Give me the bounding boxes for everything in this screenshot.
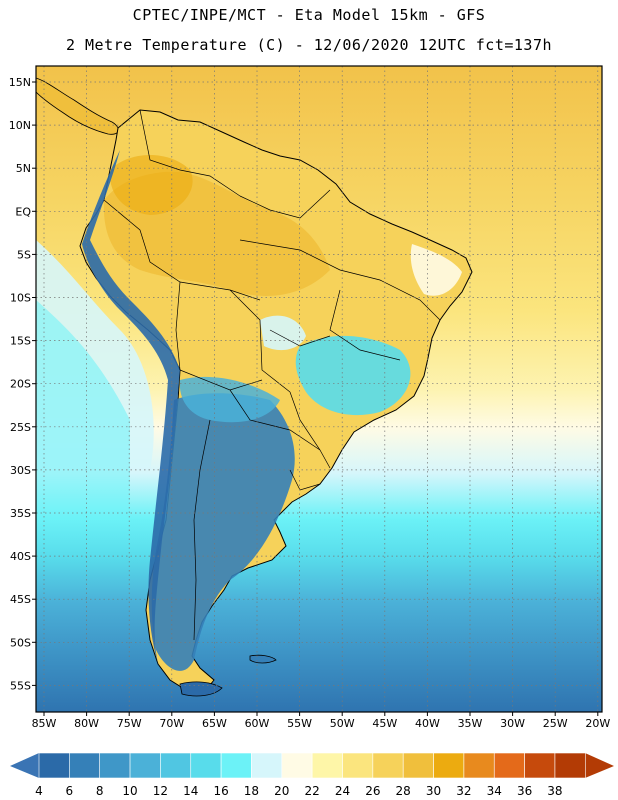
- colorbar-swatch: [99, 752, 131, 779]
- colorbar-label: 6: [66, 784, 74, 798]
- longitude-labels: 85W 80W 75W 70W 65W 60W 55W 50W 45W 40W 35W 30W 25W 2…: [32, 717, 611, 730]
- lon-label-20w: 20W: [585, 717, 610, 730]
- colorbar-max-arrow: [585, 753, 614, 778]
- central-plateau-mild-area: [260, 315, 306, 351]
- lon-label-45w: 45W: [372, 717, 397, 730]
- colorbar-swatch: [38, 752, 70, 779]
- colorbar-swatch: [190, 752, 222, 779]
- lat-label-5s: 5S: [17, 248, 31, 261]
- colorbar-swatch: [220, 752, 252, 779]
- colorbar-label: 14: [183, 784, 198, 798]
- colorbar-swatch: [160, 752, 192, 779]
- colorbar-label: 22: [305, 784, 320, 798]
- lat-label-50s: 50S: [10, 636, 31, 649]
- lon-label-25w: 25W: [543, 717, 568, 730]
- lat-label-45s: 45S: [10, 593, 31, 606]
- colorbar-label: 12: [153, 784, 168, 798]
- chaco-cool-area: [179, 376, 280, 423]
- colorbar-label: 32: [456, 784, 471, 798]
- pacific-cold-water: [36, 300, 130, 520]
- colorbar-label: 24: [335, 784, 350, 798]
- colorbar-swatch: [524, 752, 556, 779]
- colorbar-swatch: [402, 752, 434, 779]
- lon-label-55w: 55W: [287, 717, 312, 730]
- colorbar-swatch: [433, 752, 465, 779]
- colorbar-swatch: [311, 752, 343, 779]
- lat-label-10n: 10N: [9, 119, 31, 132]
- colorbar-swatch: [251, 752, 283, 779]
- colorbar-label: 34: [487, 784, 502, 798]
- lon-label-85w: 85W: [32, 717, 57, 730]
- colorbar-label: 18: [244, 784, 259, 798]
- lon-label-65w: 65W: [202, 717, 227, 730]
- colorbar-label: 8: [96, 784, 104, 798]
- lat-label-20s: 20S: [10, 378, 31, 391]
- colorbar-min-arrow: [10, 753, 39, 778]
- lon-label-30w: 30W: [500, 717, 525, 730]
- colorbar-swatch: [342, 752, 374, 779]
- lon-label-50w: 50W: [330, 717, 355, 730]
- lat-label-55s: 55S: [10, 679, 31, 692]
- lon-label-70w: 70W: [159, 717, 184, 730]
- lat-label-15n: 15N: [9, 76, 31, 89]
- lon-label-35w: 35W: [458, 717, 483, 730]
- colorbar-swatch: [493, 752, 525, 779]
- lat-label-35s: 35S: [10, 507, 31, 520]
- colorbar-label: 16: [213, 784, 228, 798]
- lat-label-25s: 25S: [10, 421, 31, 434]
- colorbar-label: 4: [35, 784, 43, 798]
- colorbar-label: 26: [365, 784, 380, 798]
- lat-label-15s: 15S: [10, 335, 31, 348]
- falkland-islands: [249, 654, 277, 664]
- colorbar: 4 6 8 10 12 14 16 18 20 22 24 26 28 30 32 34 36 38: [10, 752, 614, 798]
- colorbar-swatch: [372, 752, 404, 779]
- colorbar-label: 20: [274, 784, 289, 798]
- country-borders: [103, 109, 441, 641]
- colorbar-swatch: [129, 752, 161, 779]
- lon-label-75w: 75W: [117, 717, 142, 730]
- colorbar-swatch: [281, 752, 313, 779]
- chart-title-line-2: 2 Metre Temperature (C) - 12/06/2020 12U…: [65, 36, 553, 54]
- chart-title-line-1: CPTEC/INPE/MCT - Eta Model 15km - GFS: [132, 6, 486, 24]
- colorbar-swatch: [69, 752, 100, 779]
- plot-frame: [35, 65, 603, 713]
- lat-label-eq: EQ: [15, 205, 31, 218]
- graticule: [32, 66, 602, 716]
- patagonia-cold-area: [151, 393, 295, 671]
- lat-label-40s: 40S: [10, 550, 31, 563]
- lon-label-80w: 80W: [74, 717, 99, 730]
- colorbar-label: 38: [547, 784, 562, 798]
- colorbar-label: 30: [426, 784, 441, 798]
- lat-label-5n: 5N: [16, 162, 31, 175]
- lon-label-40w: 40W: [415, 717, 440, 730]
- colorbar-label: 10: [122, 784, 137, 798]
- lon-label-60w: 60W: [245, 717, 270, 730]
- colorbar-swatch: [463, 752, 495, 779]
- colorbar-label: 36: [517, 784, 532, 798]
- lat-label-30s: 30S: [10, 464, 31, 477]
- colorbar-label: 28: [396, 784, 411, 798]
- andes-cold-ridge: [82, 150, 180, 670]
- colorbar-swatch: [554, 752, 586, 779]
- latitude-labels: 15N 10N 5N EQ 5S 10S 15S 20S 25S 30S 35S 40S 45S 50S 5…: [9, 76, 32, 692]
- lat-label-10s: 10S: [10, 292, 31, 305]
- northeast-mild-area: [410, 244, 462, 296]
